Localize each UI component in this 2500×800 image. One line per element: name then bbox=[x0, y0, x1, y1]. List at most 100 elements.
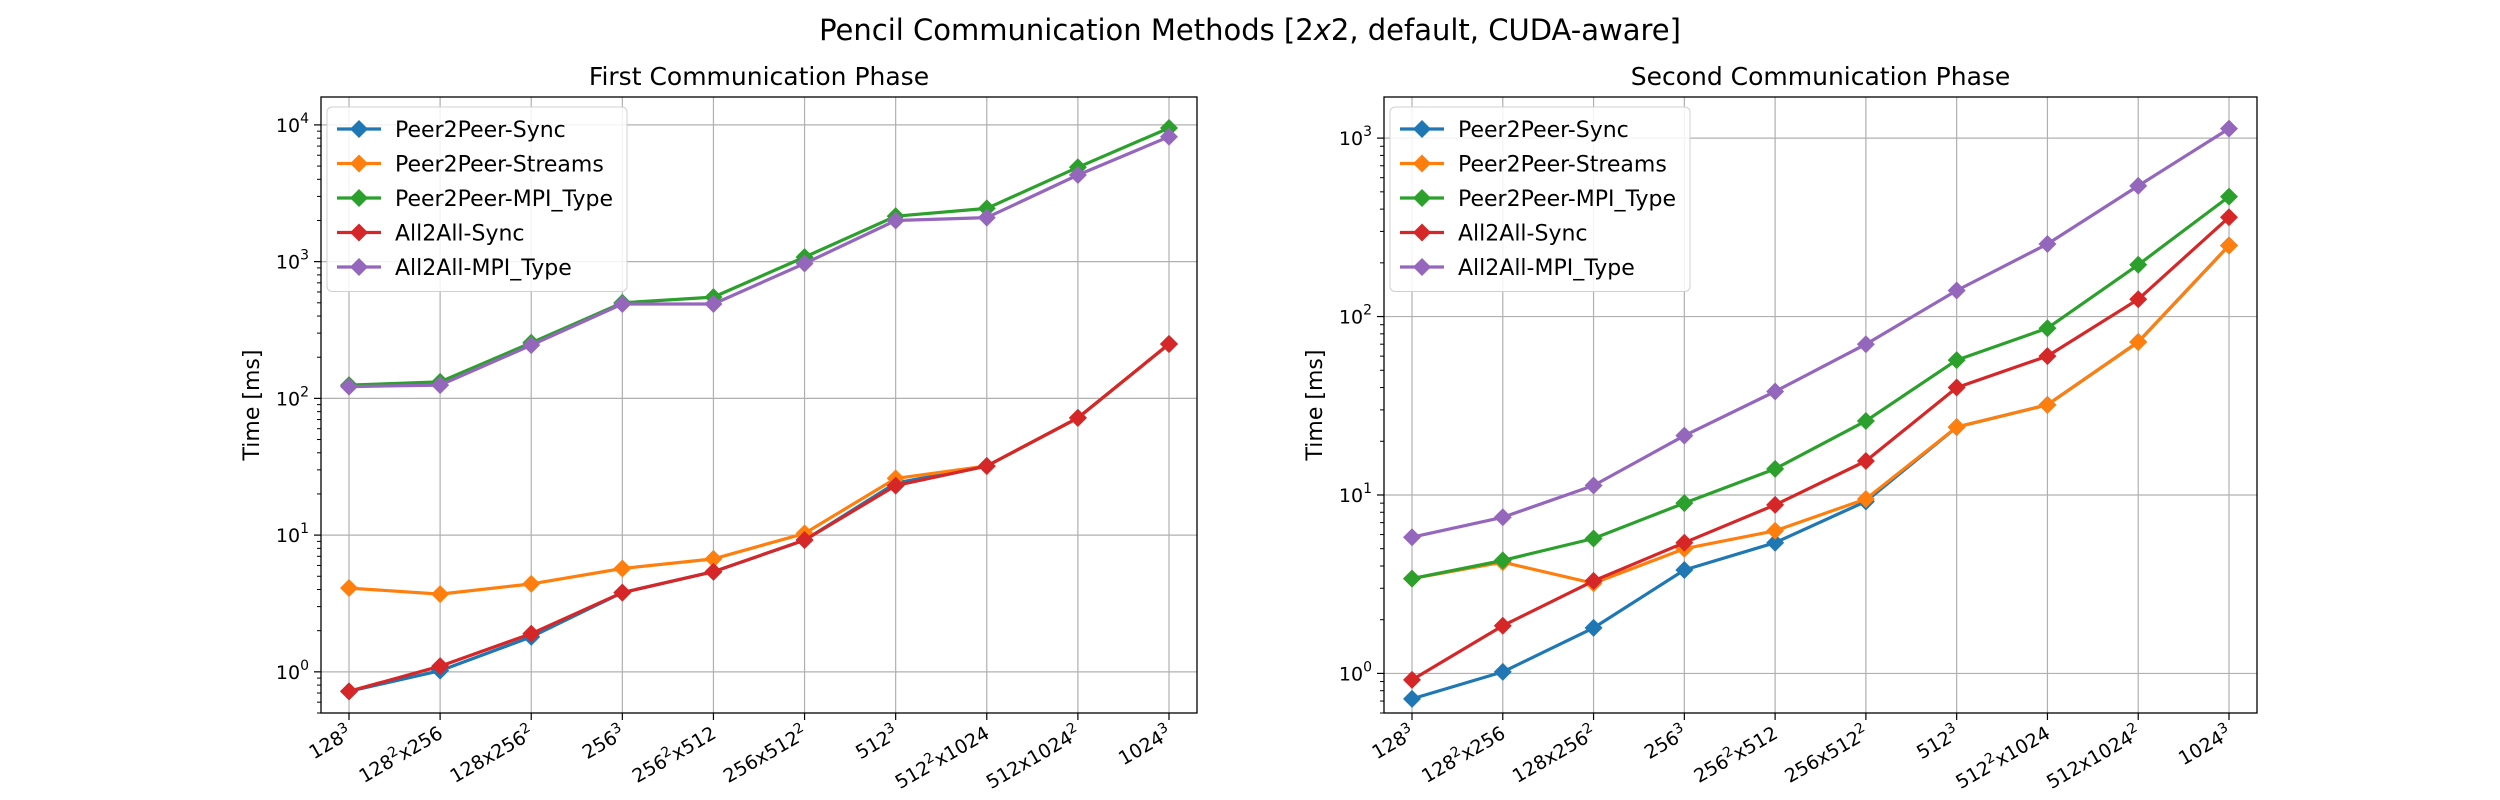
legend-label: All2All-MPI_Type bbox=[1458, 256, 1635, 281]
legend-label: Peer2Peer-MPI_Type bbox=[395, 187, 613, 212]
data-point bbox=[613, 583, 632, 602]
data-point bbox=[1584, 618, 1603, 637]
data-point bbox=[522, 574, 541, 593]
data-point bbox=[1856, 335, 1875, 354]
legend-item-peer2peer-streams: Peer2Peer-Streams bbox=[1400, 153, 1667, 178]
plot-frame bbox=[320, 96, 1198, 714]
data-point bbox=[431, 657, 450, 676]
legend: Peer2Peer-Sync Peer2Peer-Streams Peer2Peer… bbox=[326, 106, 628, 292]
data-point bbox=[1675, 533, 1694, 552]
legend: Peer2Peer-Sync Peer2Peer-Streams Peer2Peer… bbox=[1389, 106, 1691, 292]
data-point bbox=[795, 254, 814, 273]
x-tick-label: 256x5122 bbox=[718, 720, 811, 788]
series-all2all-sync bbox=[340, 334, 1178, 701]
data-point bbox=[1766, 533, 1785, 552]
series-line bbox=[348, 342, 1171, 693]
legend-label: Peer2Peer-Sync bbox=[1458, 118, 1629, 143]
data-point bbox=[1766, 459, 1785, 478]
data-point bbox=[2220, 208, 2238, 227]
x-tick-label: 5123 bbox=[1912, 720, 1964, 764]
data-point bbox=[431, 585, 450, 604]
data-point bbox=[1493, 662, 1512, 681]
plot-title: First Communication Phase bbox=[589, 62, 929, 91]
y-tick-label: 103 bbox=[276, 248, 309, 274]
data-point bbox=[613, 559, 632, 578]
data-point bbox=[704, 549, 723, 568]
data-point bbox=[2220, 236, 2238, 255]
data-point bbox=[1068, 408, 1087, 427]
data-point bbox=[704, 295, 723, 314]
data-point bbox=[2129, 176, 2148, 195]
data-point bbox=[2038, 395, 2057, 414]
series-all2all-mpi-type bbox=[1403, 119, 2238, 547]
series-line bbox=[1411, 244, 2231, 585]
legend-marker bbox=[1413, 120, 1431, 138]
legend-label: Peer2Peer-Streams bbox=[1458, 153, 1667, 178]
x-tick-label: 10243 bbox=[1113, 720, 1175, 770]
data-point bbox=[1403, 528, 1421, 547]
data-point bbox=[1856, 489, 1875, 508]
y-tick-label: 100 bbox=[1339, 659, 1372, 685]
legend-marker bbox=[1413, 223, 1431, 242]
data-point bbox=[2038, 347, 2057, 366]
x-tick-label: 2562x512 bbox=[627, 720, 720, 788]
data-point bbox=[2129, 255, 2148, 274]
x-tick-label: 1282x256 bbox=[354, 720, 447, 788]
x-tick-label: 512x10242 bbox=[981, 720, 1084, 794]
data-point bbox=[1493, 508, 1512, 527]
data-point bbox=[1947, 418, 1966, 437]
legend-label: All2All-Sync bbox=[1458, 222, 1588, 247]
legend-label: Peer2Peer-Sync bbox=[395, 118, 566, 143]
data-point bbox=[1947, 351, 1966, 370]
data-point bbox=[431, 376, 450, 395]
data-point bbox=[1856, 411, 1875, 430]
y-tick-label: 101 bbox=[276, 521, 309, 547]
data-point bbox=[2129, 290, 2148, 309]
x-tick-label: 1283 bbox=[304, 720, 356, 764]
y-axis-label: Time [ms] bbox=[240, 350, 265, 462]
data-point bbox=[1584, 529, 1603, 548]
data-point bbox=[977, 199, 996, 218]
series-line bbox=[348, 135, 1170, 389]
x-tick-label: 5122x1024 bbox=[890, 720, 993, 794]
legend-marker bbox=[350, 154, 368, 173]
y-tick-label: 104 bbox=[276, 111, 309, 137]
series-line bbox=[348, 342, 1171, 693]
data-point bbox=[1766, 521, 1785, 540]
legend-label: All2All-Sync bbox=[395, 222, 525, 247]
data-point bbox=[2220, 187, 2238, 206]
data-point bbox=[340, 682, 358, 701]
y-tick-label: 101 bbox=[1339, 481, 1372, 507]
data-point bbox=[977, 208, 996, 227]
series-line bbox=[1411, 216, 2231, 682]
legend-item-all2all-sync: All2All-Sync bbox=[337, 222, 525, 247]
series-peer2peer-mpi-type bbox=[1403, 187, 2238, 588]
x-tick-label: 1282x256 bbox=[1416, 720, 1509, 788]
legend-marker bbox=[1413, 258, 1431, 276]
data-point bbox=[1584, 571, 1603, 590]
data-point bbox=[1068, 166, 1087, 185]
data-point bbox=[1493, 551, 1512, 570]
legend-marker bbox=[350, 189, 368, 207]
x-tick-label: 2563 bbox=[1639, 720, 1691, 764]
data-point bbox=[1584, 476, 1603, 495]
legend-marker bbox=[350, 223, 368, 242]
data-point bbox=[886, 476, 905, 495]
x-tick-label: 1283 bbox=[1367, 720, 1419, 764]
plot-frame bbox=[1383, 96, 2258, 714]
series-line bbox=[1411, 195, 2230, 581]
data-point bbox=[2129, 333, 2148, 352]
data-point bbox=[1856, 452, 1875, 471]
data-point bbox=[1403, 569, 1421, 588]
data-point bbox=[1160, 334, 1178, 353]
legend-item-peer2peer-sync: Peer2Peer-Sync bbox=[337, 118, 566, 143]
y-tick-label: 103 bbox=[1339, 124, 1372, 150]
data-point bbox=[1675, 560, 1694, 579]
data-point bbox=[1493, 616, 1512, 635]
data-point bbox=[613, 295, 632, 314]
legend-marker bbox=[1413, 189, 1431, 207]
series-peer2peer-sync bbox=[340, 334, 1178, 701]
